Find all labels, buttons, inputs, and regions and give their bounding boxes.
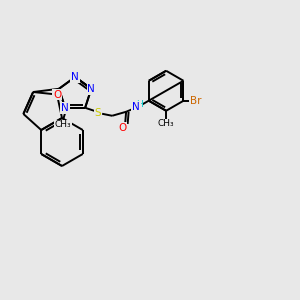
Text: O: O [53,89,61,100]
Text: N: N [71,72,79,82]
Text: CH₃: CH₃ [158,119,175,128]
Text: N: N [87,84,95,94]
Text: Br: Br [190,96,201,106]
Text: N: N [132,102,140,112]
Text: CH₃: CH₃ [55,120,71,129]
Text: H: H [136,100,142,109]
Text: O: O [118,123,126,133]
Text: N: N [61,103,69,113]
Text: S: S [95,108,101,118]
